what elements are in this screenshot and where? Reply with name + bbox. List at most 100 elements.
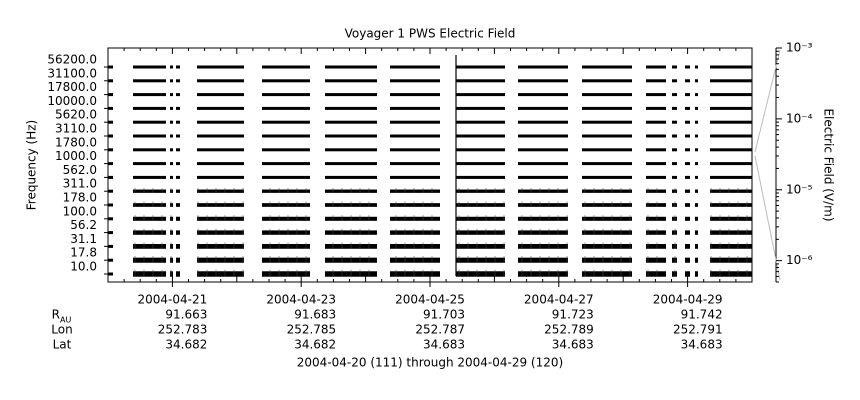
channel-trace bbox=[710, 189, 752, 193]
channel-trace bbox=[685, 93, 690, 97]
channel-trace bbox=[176, 230, 180, 235]
channel-trace bbox=[170, 106, 173, 110]
channel-trace bbox=[262, 79, 310, 83]
channel-trace bbox=[456, 175, 505, 179]
channel-trace bbox=[710, 230, 752, 235]
channel-trace bbox=[170, 257, 173, 263]
channel-trace bbox=[685, 162, 690, 166]
y-tick-label: 311.0 bbox=[63, 177, 97, 191]
channel-trace bbox=[672, 93, 677, 97]
channel-trace bbox=[262, 257, 310, 263]
channel-trace bbox=[176, 175, 180, 179]
ephemeris-value: 34.683 bbox=[552, 338, 594, 352]
channel-trace bbox=[456, 203, 505, 207]
channel-trace bbox=[710, 244, 752, 249]
channel-trace bbox=[582, 162, 632, 166]
channel-trace bbox=[672, 79, 677, 83]
channel-trace bbox=[176, 120, 180, 124]
colorbar-tick-label: 10⁻⁵ bbox=[786, 182, 813, 196]
channel-trace bbox=[646, 134, 666, 138]
channel-trace bbox=[197, 230, 244, 235]
channel-trace bbox=[390, 79, 440, 83]
ephemeris-label: Lat bbox=[53, 338, 72, 352]
channel-edge bbox=[108, 93, 113, 97]
y-tick-label: 17.8 bbox=[70, 246, 97, 260]
channel-trace bbox=[672, 244, 677, 249]
channel-trace bbox=[176, 134, 180, 138]
channel-trace bbox=[133, 230, 166, 235]
channel-trace bbox=[518, 244, 568, 249]
channel-trace bbox=[695, 203, 698, 207]
ephemeris-value: 252.791 bbox=[673, 323, 723, 337]
channel-trace bbox=[133, 148, 166, 152]
channel-trace bbox=[325, 65, 377, 69]
x-tick-label: 2004-04-27 bbox=[524, 293, 594, 307]
channel-trace bbox=[197, 106, 244, 110]
channel-trace bbox=[710, 162, 752, 166]
channel-trace bbox=[170, 175, 173, 179]
channel-trace bbox=[518, 175, 568, 179]
channel-trace bbox=[262, 65, 310, 69]
channel-trace bbox=[710, 93, 752, 97]
channel-edge bbox=[108, 244, 113, 248]
channel-trace bbox=[695, 189, 698, 193]
x-tick-label: 2004-04-21 bbox=[138, 293, 208, 307]
channel-trace bbox=[646, 244, 666, 249]
channel-trace bbox=[646, 189, 666, 193]
channel-trace bbox=[685, 203, 690, 207]
channel-trace bbox=[646, 257, 666, 263]
channel-trace bbox=[710, 216, 752, 221]
channel-trace bbox=[133, 65, 166, 69]
y-tick-label: 56.2 bbox=[70, 218, 97, 232]
channel-trace bbox=[518, 189, 568, 193]
channel-trace bbox=[672, 230, 677, 235]
channel-trace bbox=[390, 230, 440, 235]
channel-trace bbox=[710, 65, 752, 69]
channel-trace bbox=[176, 189, 180, 193]
connector bbox=[754, 49, 781, 153]
channel-trace bbox=[197, 134, 244, 138]
channel-edge bbox=[108, 120, 113, 124]
ephemeris-value: 252.783 bbox=[158, 323, 208, 337]
channel-trace bbox=[262, 162, 310, 166]
channel-trace bbox=[646, 203, 666, 207]
channel-trace bbox=[695, 230, 698, 235]
channel-trace bbox=[197, 93, 244, 97]
ephemeris-value: 91.703 bbox=[423, 308, 465, 322]
channel-trace bbox=[170, 244, 173, 249]
channel-trace bbox=[176, 216, 180, 221]
channel-trace bbox=[672, 106, 677, 110]
y-tick-label: 1780.0 bbox=[55, 135, 97, 149]
channel-trace bbox=[518, 65, 568, 69]
y-tick-label: 17800.0 bbox=[47, 80, 97, 94]
channel-edge bbox=[108, 134, 113, 138]
channel-trace bbox=[672, 203, 677, 207]
channel-trace bbox=[133, 93, 166, 97]
channel-trace bbox=[685, 79, 690, 83]
channel-trace bbox=[176, 148, 180, 152]
channel-trace bbox=[262, 134, 310, 138]
channel-trace bbox=[582, 189, 632, 193]
channel-trace bbox=[518, 120, 568, 124]
channel-trace bbox=[176, 65, 180, 69]
channel-trace bbox=[710, 257, 752, 263]
channel-trace bbox=[133, 79, 166, 83]
caption: 2004-04-20 (111) through 2004-04-29 (120… bbox=[297, 356, 563, 370]
channel-trace bbox=[456, 120, 505, 124]
channel-trace bbox=[176, 257, 180, 263]
y-tick-label: 10.0 bbox=[70, 260, 97, 274]
channel-trace bbox=[262, 148, 310, 152]
channel-trace bbox=[176, 271, 180, 277]
channel-edge bbox=[108, 162, 113, 166]
x-tick-label: 2004-04-23 bbox=[266, 293, 336, 307]
channel-trace bbox=[456, 134, 505, 138]
channel-trace bbox=[582, 79, 632, 83]
channel-trace bbox=[695, 134, 698, 138]
channel-trace bbox=[170, 148, 173, 152]
channel-trace bbox=[695, 257, 698, 263]
channel-trace bbox=[262, 271, 310, 277]
channel-trace bbox=[710, 148, 752, 152]
channel-trace bbox=[133, 203, 166, 207]
ephemeris-value: 252.785 bbox=[287, 323, 337, 337]
channel-trace bbox=[685, 175, 690, 179]
